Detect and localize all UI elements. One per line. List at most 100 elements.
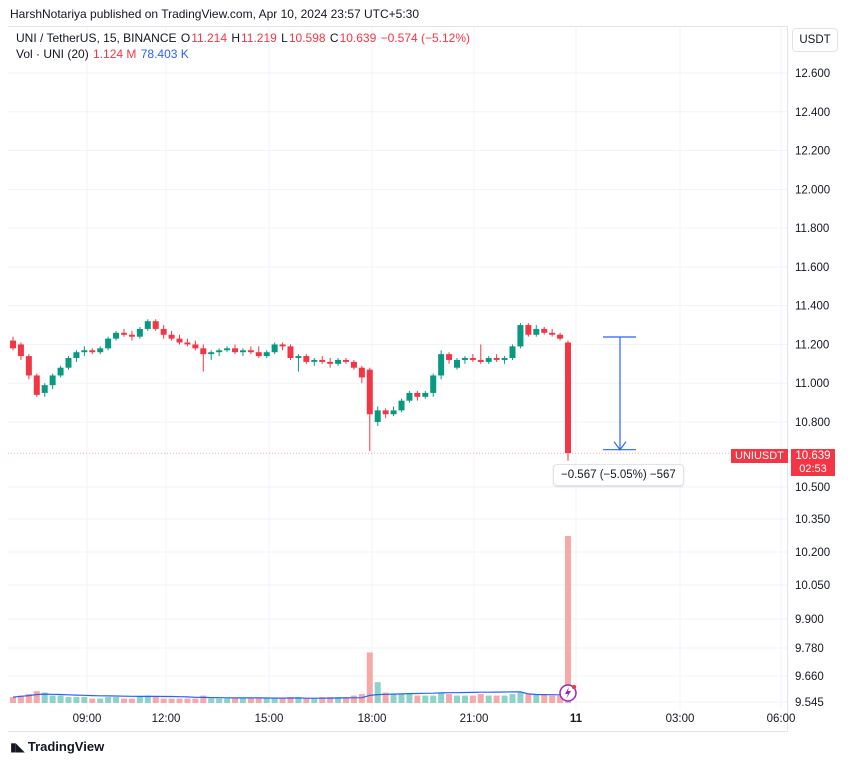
volume-bar: [327, 697, 334, 703]
time-tick-label: 18:00: [358, 713, 387, 725]
volume-bar: [89, 698, 96, 703]
volume-bar: [152, 697, 159, 703]
legend-low-label: L: [281, 31, 288, 45]
price-tick-label: 12.200: [795, 146, 830, 158]
candle-body: [41, 385, 48, 393]
candle-body: [525, 325, 532, 335]
tradingview-logo[interactable]: ▮◣ TradingView: [10, 739, 104, 754]
volume-bar: [517, 692, 524, 703]
volume-bar: [422, 695, 429, 703]
candle-body: [517, 325, 524, 347]
candle-body: [200, 348, 207, 355]
price-tick-label: 9.900: [795, 614, 824, 626]
volume-bar: [343, 697, 349, 703]
volume-bar: [501, 695, 508, 703]
volume-bar: [398, 694, 405, 703]
price-tick-label: 9.545: [795, 697, 824, 709]
volume-bar: [533, 694, 540, 703]
candle-body: [113, 332, 120, 339]
volume-bar: [10, 697, 16, 703]
volume-bar: [208, 698, 215, 703]
volume-bar: [509, 694, 516, 703]
candle-body: [557, 334, 564, 339]
volume-ma-line: [12, 686, 569, 699]
chart-frame[interactable]: [8, 26, 788, 732]
volume-bar: [17, 695, 24, 703]
volume-bar: [493, 695, 500, 703]
legend-row-volume: Vol · UNI (20) 1.124 M 78.403 K: [16, 47, 190, 61]
price-tick-label: 10.800: [795, 417, 830, 429]
volume-bar: [176, 698, 183, 703]
volume-bar: [358, 694, 365, 703]
candle-body: [247, 350, 254, 353]
candle-body: [374, 410, 381, 422]
volume-bar: [255, 698, 262, 703]
legend-close: 10.639: [339, 31, 377, 45]
candle-body: [33, 375, 40, 395]
measure-arrow-icon: [613, 441, 627, 451]
candle-body: [136, 328, 143, 337]
candle-body: [390, 410, 397, 415]
volume-bar: [263, 698, 270, 703]
volume-bar: [113, 697, 120, 703]
volume-bar: [303, 698, 310, 703]
candle-body: [255, 352, 262, 357]
volume-bar: [224, 698, 231, 703]
candle-body: [287, 346, 294, 359]
candle-body: [17, 344, 24, 357]
volume-bar: [271, 698, 278, 703]
time-tick-label: 09:00: [73, 713, 102, 725]
volume-bar: [446, 694, 453, 703]
volume-bar: [414, 695, 421, 703]
bar-countdown: 02:53: [791, 463, 835, 476]
tradingview-logo-text: TradingView: [27, 739, 105, 754]
candle-body: [382, 410, 389, 415]
volume-bar: [350, 695, 357, 703]
volume-bar: [49, 695, 56, 703]
grid-lines: [8, 27, 787, 710]
candle-body: [438, 354, 445, 376]
volume-bar: [541, 694, 548, 703]
candle-body: [89, 350, 96, 353]
price-tick-label: 10.200: [795, 547, 830, 559]
volume-bar: [287, 697, 294, 703]
time-tick-label: 03:00: [666, 713, 695, 725]
volume-bar: [136, 697, 143, 703]
volume-bar: [461, 695, 468, 703]
candle-body: [105, 338, 112, 349]
volume-bar: [525, 694, 532, 703]
candle-body: [501, 358, 508, 360]
volume-bar: [549, 695, 556, 703]
candle-body: [121, 332, 127, 335]
lightning-icon: [565, 687, 571, 699]
price-axis-divider: [787, 26, 788, 730]
volume-bar: [144, 695, 151, 703]
candle-body: [224, 348, 231, 351]
candle-body: [509, 346, 516, 359]
volume-bar: [121, 698, 127, 703]
volume-bar: [374, 682, 381, 703]
candle-body: [152, 321, 159, 329]
candle-body: [168, 334, 175, 339]
measure-result-label: −0.567 (−5.05%) −567: [553, 464, 684, 486]
candle-body: [430, 375, 437, 393]
candle-body: [565, 342, 571, 454]
candle-body: [192, 344, 199, 349]
volume-bar: [477, 694, 484, 703]
publisher-header: HarshNotariya published on TradingView.c…: [10, 7, 420, 21]
candle-body: [279, 344, 286, 347]
volume-bar: [247, 698, 254, 703]
last-price-label: 10.639: [791, 449, 835, 463]
candles: [10, 319, 571, 461]
currency-button[interactable]: USDT: [792, 28, 838, 52]
price-tick-label: 11.600: [795, 262, 829, 274]
volume-bar: [430, 695, 437, 703]
time-tick-label: 06:00: [767, 713, 796, 725]
volume-bar: [311, 698, 318, 703]
time-tick-label: 11: [570, 713, 583, 725]
candle-body: [65, 358, 72, 368]
legend-volume: 1.124 M: [93, 47, 137, 61]
candle-body: [446, 354, 453, 360]
candle-body: [216, 350, 223, 353]
